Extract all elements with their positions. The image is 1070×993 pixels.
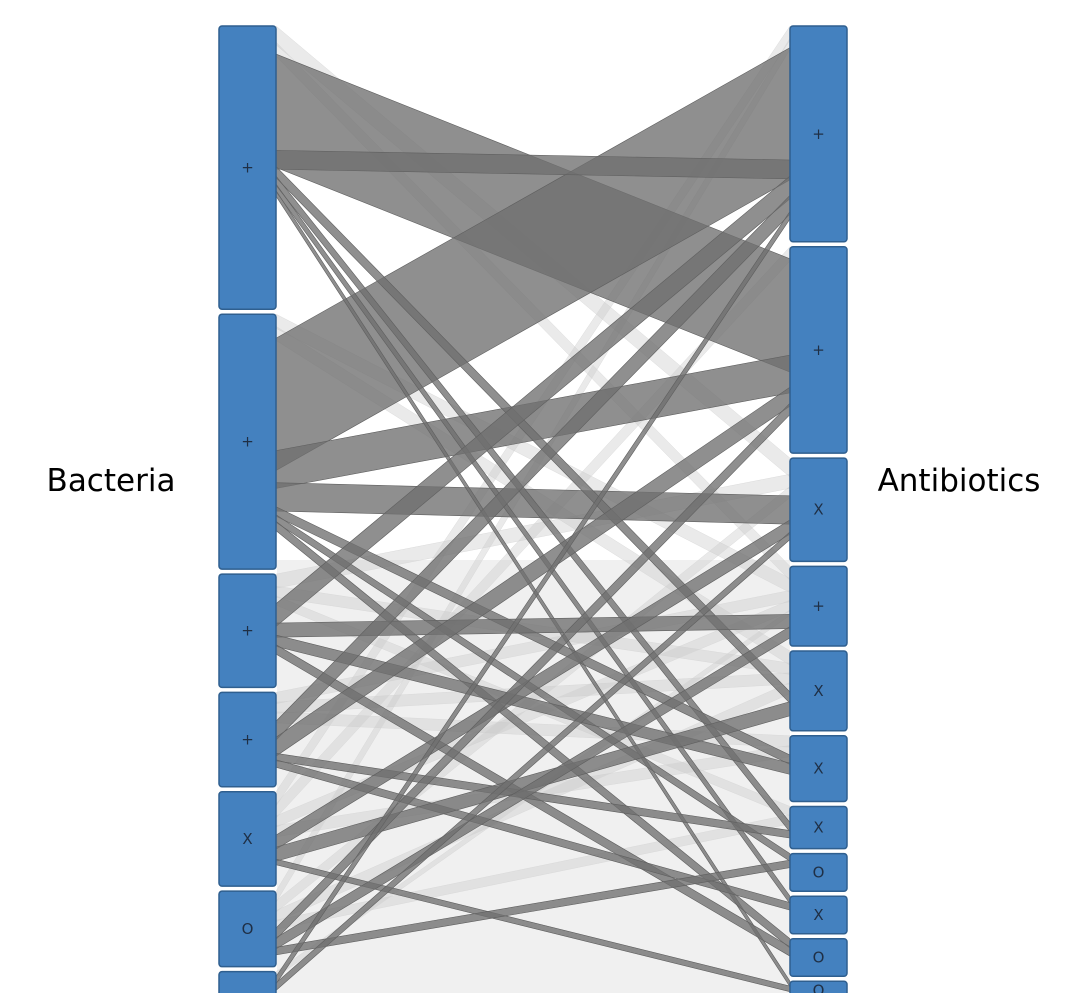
bacteria-node-1[interactable]: [218, 313, 277, 570]
antibiotic-node-3[interactable]: [789, 565, 848, 647]
antibiotic-node-1-symbol: +: [812, 341, 825, 359]
antibiotic-node-8-symbol: X: [813, 906, 823, 924]
antibiotic-node-7-symbol: O: [813, 863, 825, 881]
antibiotic-node-6-symbol: X: [813, 819, 823, 837]
bacteria-node-0-symbol: +: [241, 159, 254, 177]
bacteria-axis-label: Bacteria: [47, 463, 176, 499]
antibiotic-node-8[interactable]: [789, 895, 848, 935]
antibiotic-node-7[interactable]: [789, 852, 848, 892]
strong-links-layer: [275, 47, 791, 993]
bacteria-node-4[interactable]: [218, 791, 277, 887]
antibiotic-node-9-symbol: O: [813, 948, 825, 966]
antibiotic-node-6[interactable]: [789, 805, 848, 850]
bacteria-nodes: + + + + X O: [218, 25, 277, 993]
antibiotic-node-0-symbol: +: [812, 125, 825, 143]
antibiotic-node-9[interactable]: [789, 937, 848, 977]
antibiotic-node-3-symbol: +: [812, 597, 825, 615]
bacteria-node-2[interactable]: [218, 573, 277, 689]
antibiotic-node-4[interactable]: [789, 650, 848, 732]
bacteria-node-6[interactable]: [218, 970, 277, 993]
bacteria-node-3[interactable]: [218, 691, 277, 788]
antibiotic-node-5-symbol: X: [813, 760, 823, 778]
antibiotic-node-5[interactable]: [789, 735, 848, 803]
antibiotics-nodes: + + X + X X X O X O O: [789, 25, 848, 993]
antibiotic-node-4-symbol: X: [813, 682, 823, 700]
bacteria-node-0[interactable]: [218, 25, 277, 310]
antibiotics-axis-label: Antibiotics: [878, 463, 1041, 499]
bacteria-node-1-symbol: +: [241, 433, 254, 451]
antibiotic-node-10-symbol: O: [813, 982, 825, 993]
antibiotic-node-1[interactable]: [789, 246, 848, 454]
bacteria-node-3-symbol: +: [241, 731, 254, 749]
bacteria-node-2-symbol: +: [241, 622, 254, 640]
antibiotic-node-2-symbol: X: [813, 501, 823, 519]
antibiotic-node-10[interactable]: [789, 980, 848, 993]
bacteria-node-5[interactable]: [218, 890, 277, 968]
bacteria-node-5-symbol: O: [242, 920, 254, 938]
bacteria-node-4-symbol: X: [242, 830, 252, 848]
antibiotic-node-0[interactable]: [789, 25, 848, 243]
antibiotic-node-2[interactable]: [789, 457, 848, 563]
